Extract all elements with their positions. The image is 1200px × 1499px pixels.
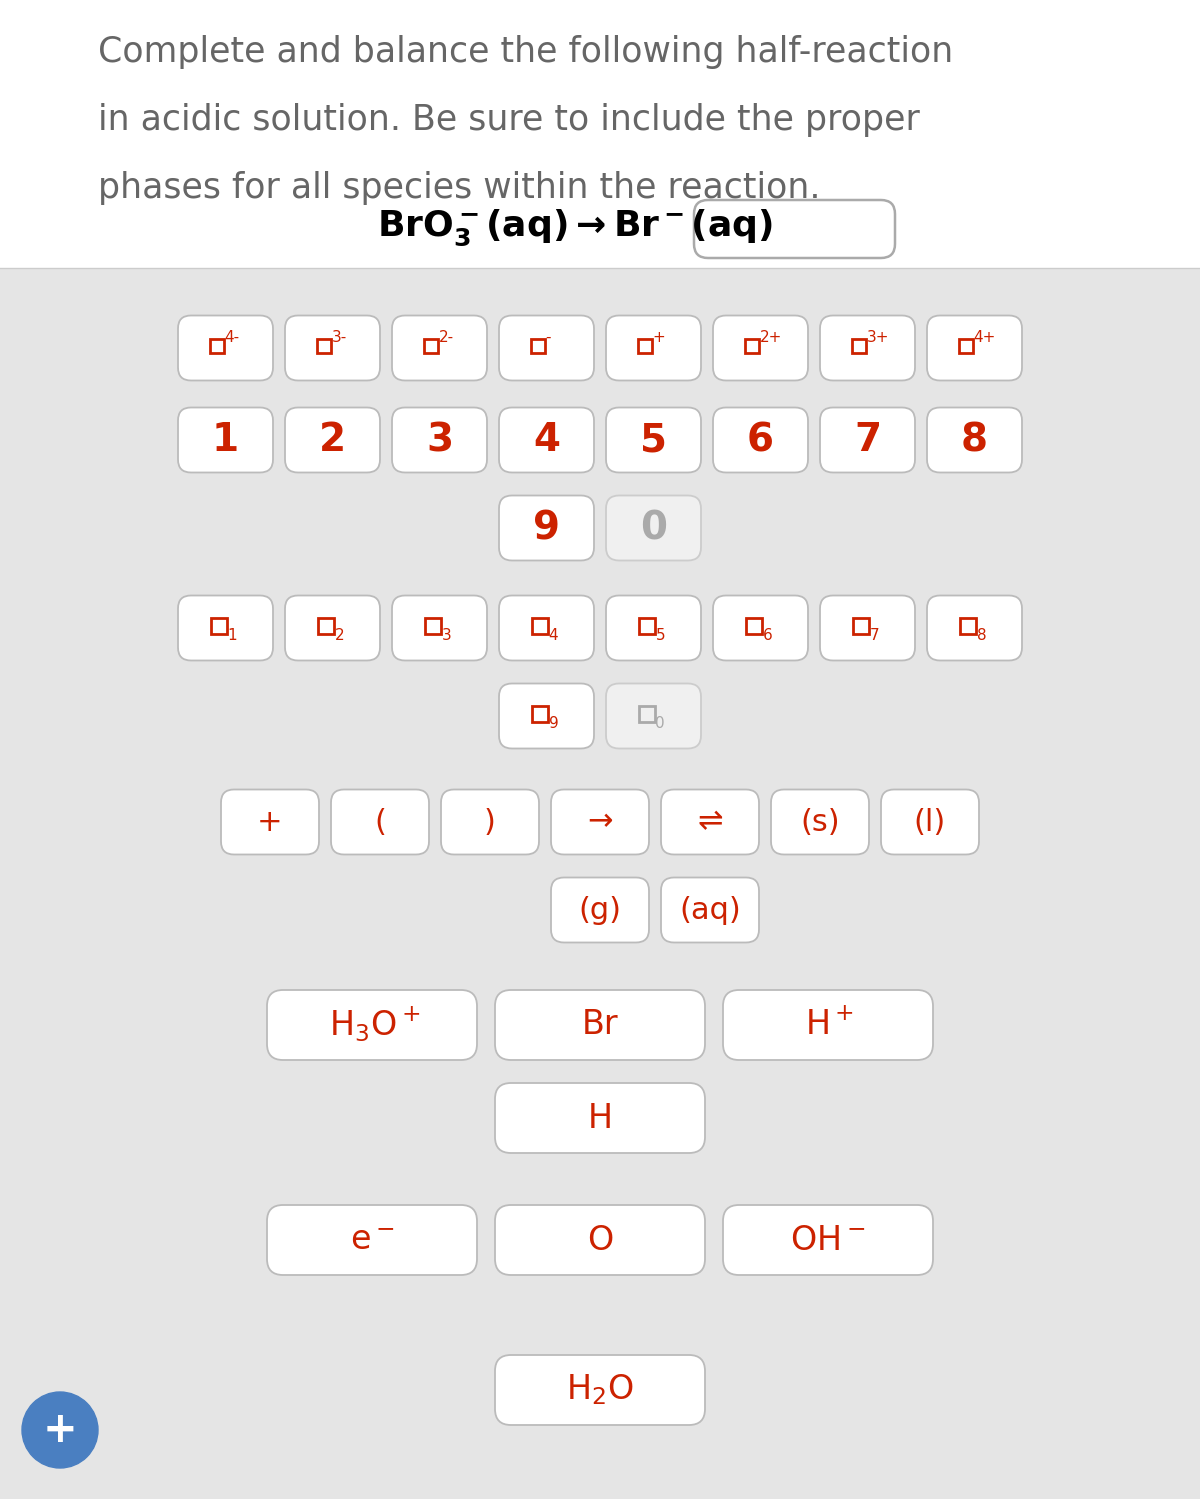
FancyBboxPatch shape <box>178 595 274 661</box>
Text: 0: 0 <box>640 510 667 547</box>
Text: (g): (g) <box>578 895 622 925</box>
FancyBboxPatch shape <box>0 0 1200 268</box>
Text: 6: 6 <box>762 628 773 643</box>
FancyBboxPatch shape <box>722 1205 934 1276</box>
Text: 4+: 4+ <box>973 330 996 345</box>
Text: (aq): (aq) <box>679 895 740 925</box>
Text: 2+: 2+ <box>760 330 782 345</box>
Text: 7: 7 <box>870 628 880 643</box>
Text: +: + <box>257 808 283 836</box>
Text: 1: 1 <box>228 628 238 643</box>
FancyBboxPatch shape <box>0 268 1200 1499</box>
FancyBboxPatch shape <box>820 408 916 472</box>
FancyBboxPatch shape <box>499 595 594 661</box>
Text: 2: 2 <box>319 421 346 459</box>
FancyBboxPatch shape <box>499 684 594 748</box>
FancyBboxPatch shape <box>928 315 1022 381</box>
FancyBboxPatch shape <box>331 790 430 854</box>
Text: Complete and balance the following half-reaction: Complete and balance the following half-… <box>98 34 953 69</box>
Text: 3-: 3- <box>331 330 347 345</box>
FancyBboxPatch shape <box>820 595 916 661</box>
Text: ⇌: ⇌ <box>697 808 722 836</box>
Text: O: O <box>587 1223 613 1256</box>
Text: 8: 8 <box>961 421 988 459</box>
FancyBboxPatch shape <box>178 408 274 472</box>
FancyBboxPatch shape <box>496 1205 706 1276</box>
Text: 1: 1 <box>212 421 239 459</box>
Text: 5: 5 <box>640 421 667 459</box>
Text: +: + <box>43 1409 77 1451</box>
FancyBboxPatch shape <box>178 315 274 381</box>
Text: 2-: 2- <box>438 330 454 345</box>
FancyBboxPatch shape <box>551 790 649 854</box>
FancyBboxPatch shape <box>881 790 979 854</box>
FancyBboxPatch shape <box>496 989 706 1060</box>
FancyBboxPatch shape <box>606 408 701 472</box>
Text: 3: 3 <box>426 421 454 459</box>
Text: 7: 7 <box>854 421 881 459</box>
Text: ): ) <box>484 808 496 836</box>
Text: 4-: 4- <box>224 330 240 345</box>
FancyBboxPatch shape <box>496 1355 706 1426</box>
FancyBboxPatch shape <box>266 989 478 1060</box>
Text: 4: 4 <box>533 421 560 459</box>
FancyBboxPatch shape <box>722 989 934 1060</box>
FancyBboxPatch shape <box>221 790 319 854</box>
FancyBboxPatch shape <box>713 408 808 472</box>
Text: (: ( <box>374 808 386 836</box>
Text: H$_2$O: H$_2$O <box>566 1373 634 1408</box>
FancyBboxPatch shape <box>606 496 701 561</box>
Text: -: - <box>546 330 551 345</box>
FancyBboxPatch shape <box>392 315 487 381</box>
Text: phases for all species within the reaction.: phases for all species within the reacti… <box>98 171 821 205</box>
FancyBboxPatch shape <box>694 199 895 258</box>
FancyBboxPatch shape <box>928 408 1022 472</box>
FancyBboxPatch shape <box>286 595 380 661</box>
FancyBboxPatch shape <box>606 595 701 661</box>
FancyBboxPatch shape <box>713 315 808 381</box>
FancyBboxPatch shape <box>442 790 539 854</box>
FancyBboxPatch shape <box>496 1082 706 1153</box>
FancyBboxPatch shape <box>286 315 380 381</box>
Text: OH$^-$: OH$^-$ <box>791 1223 865 1256</box>
Text: e$^-$: e$^-$ <box>349 1223 395 1256</box>
Text: Br: Br <box>582 1009 618 1042</box>
Text: $\mathbf{BrO_3^-(aq) \rightarrow Br^-(aq)}$: $\mathbf{BrO_3^-(aq) \rightarrow Br^-(aq… <box>377 208 773 249</box>
FancyBboxPatch shape <box>266 1205 478 1276</box>
Text: 0: 0 <box>655 715 665 730</box>
Text: (l): (l) <box>914 808 946 836</box>
Text: (s): (s) <box>800 808 840 836</box>
Text: 8: 8 <box>977 628 986 643</box>
FancyBboxPatch shape <box>661 790 760 854</box>
Text: 6: 6 <box>746 421 774 459</box>
Text: 5: 5 <box>655 628 665 643</box>
FancyBboxPatch shape <box>392 595 487 661</box>
Text: +: + <box>653 330 665 345</box>
FancyBboxPatch shape <box>820 315 916 381</box>
Text: 2: 2 <box>335 628 344 643</box>
FancyBboxPatch shape <box>713 595 808 661</box>
FancyBboxPatch shape <box>499 496 594 561</box>
FancyBboxPatch shape <box>551 877 649 943</box>
FancyBboxPatch shape <box>606 684 701 748</box>
FancyBboxPatch shape <box>606 315 701 381</box>
FancyBboxPatch shape <box>772 790 869 854</box>
Text: H$^+$: H$^+$ <box>805 1009 854 1042</box>
FancyBboxPatch shape <box>499 408 594 472</box>
Text: H: H <box>588 1102 612 1135</box>
FancyBboxPatch shape <box>392 408 487 472</box>
Text: 9: 9 <box>533 510 560 547</box>
Text: 3+: 3+ <box>866 330 889 345</box>
FancyBboxPatch shape <box>661 877 760 943</box>
Text: 3: 3 <box>442 628 451 643</box>
Circle shape <box>22 1393 98 1468</box>
Text: 4: 4 <box>548 628 558 643</box>
Text: H$_3$O$^+$: H$_3$O$^+$ <box>329 1006 421 1045</box>
Text: 9: 9 <box>548 715 558 730</box>
FancyBboxPatch shape <box>499 315 594 381</box>
FancyBboxPatch shape <box>928 595 1022 661</box>
Text: in acidic solution. Be sure to include the proper: in acidic solution. Be sure to include t… <box>98 103 920 136</box>
Text: →: → <box>587 808 613 836</box>
FancyBboxPatch shape <box>286 408 380 472</box>
